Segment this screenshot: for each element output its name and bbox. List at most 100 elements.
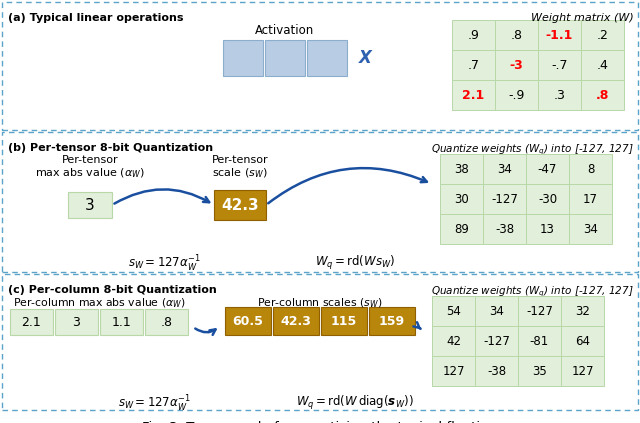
- Bar: [55, 309, 98, 335]
- Bar: [561, 296, 604, 326]
- Bar: [475, 356, 518, 386]
- Text: 64: 64: [575, 335, 590, 348]
- Bar: [452, 80, 495, 110]
- Bar: [432, 296, 475, 326]
- Text: 127: 127: [442, 365, 465, 377]
- Text: 2.1: 2.1: [462, 88, 484, 102]
- Text: Quantize weights ($W_q$) into [-127, 127]: Quantize weights ($W_q$) into [-127, 127…: [431, 285, 634, 299]
- Bar: [307, 40, 347, 76]
- Bar: [495, 20, 538, 50]
- Text: .9: .9: [468, 28, 479, 41]
- Text: 42.3: 42.3: [221, 198, 259, 212]
- Text: Weight matrix (W): Weight matrix (W): [531, 13, 634, 23]
- Bar: [483, 184, 526, 214]
- Bar: [432, 326, 475, 356]
- Bar: [214, 190, 266, 220]
- Text: 115: 115: [331, 314, 357, 327]
- Text: -.7: -.7: [551, 58, 568, 71]
- Bar: [475, 326, 518, 356]
- Text: Quantize weights ($W_q$) into [-127, 127]: Quantize weights ($W_q$) into [-127, 127…: [431, 143, 634, 157]
- Text: 30: 30: [454, 192, 469, 206]
- Bar: [321, 307, 367, 335]
- Text: Per-tensor: Per-tensor: [212, 155, 268, 165]
- Text: 32: 32: [575, 305, 590, 318]
- Bar: [483, 154, 526, 184]
- Text: Activation: Activation: [255, 24, 315, 37]
- Bar: [526, 184, 569, 214]
- Bar: [223, 40, 263, 76]
- Text: -30: -30: [538, 192, 557, 206]
- Text: .8: .8: [161, 316, 173, 329]
- Text: Per-tensor: Per-tensor: [61, 155, 118, 165]
- Bar: [100, 309, 143, 335]
- Bar: [581, 50, 624, 80]
- Text: 3: 3: [72, 316, 81, 329]
- Bar: [518, 326, 561, 356]
- Text: -3: -3: [509, 58, 524, 71]
- Text: 54: 54: [446, 305, 461, 318]
- Text: .2: .2: [596, 28, 609, 41]
- Bar: [432, 356, 475, 386]
- Bar: [561, 356, 604, 386]
- Bar: [483, 214, 526, 244]
- Text: 8: 8: [587, 162, 594, 176]
- Text: max abs value ($\alpha_W$): max abs value ($\alpha_W$): [35, 166, 145, 180]
- Text: Per-column max abs value ($\alpha_W$): Per-column max abs value ($\alpha_W$): [13, 296, 186, 310]
- Text: 42: 42: [446, 335, 461, 348]
- Text: (c) Per-column 8-bit Quantization: (c) Per-column 8-bit Quantization: [8, 285, 217, 295]
- Bar: [538, 80, 581, 110]
- Bar: [225, 307, 271, 335]
- Text: -.9: -.9: [508, 88, 525, 102]
- Text: .7: .7: [467, 58, 479, 71]
- Bar: [440, 154, 483, 184]
- Text: -127: -127: [483, 335, 510, 348]
- Text: Per-column scales ($s_W$): Per-column scales ($s_W$): [257, 296, 383, 310]
- Bar: [538, 20, 581, 50]
- Bar: [495, 80, 538, 110]
- Bar: [2, 132, 638, 272]
- Text: 38: 38: [454, 162, 469, 176]
- Bar: [440, 184, 483, 214]
- Bar: [569, 214, 612, 244]
- Text: 2.1: 2.1: [22, 316, 42, 329]
- Bar: [538, 50, 581, 80]
- Bar: [68, 192, 112, 218]
- Bar: [2, 274, 638, 410]
- Text: 89: 89: [454, 222, 469, 236]
- Bar: [569, 184, 612, 214]
- Text: 42.3: 42.3: [280, 314, 312, 327]
- Bar: [581, 20, 624, 50]
- Text: Fig. 3: Toy example for quantizing the typical floating: Fig. 3: Toy example for quantizing the t…: [143, 421, 497, 423]
- Text: X: X: [358, 49, 371, 67]
- Text: (b) Per-tensor 8-bit Quantization: (b) Per-tensor 8-bit Quantization: [8, 143, 213, 153]
- Bar: [561, 326, 604, 356]
- Text: 17: 17: [583, 192, 598, 206]
- Bar: [10, 309, 53, 335]
- Bar: [475, 296, 518, 326]
- Bar: [452, 50, 495, 80]
- Bar: [518, 296, 561, 326]
- Bar: [452, 20, 495, 50]
- Text: 3: 3: [85, 198, 95, 212]
- Bar: [2, 2, 638, 130]
- Text: 13: 13: [540, 222, 555, 236]
- Text: -127: -127: [526, 305, 553, 318]
- Text: scale ($s_W$): scale ($s_W$): [212, 166, 268, 180]
- Bar: [273, 307, 319, 335]
- Text: 1.1: 1.1: [111, 316, 131, 329]
- Text: -1.1: -1.1: [546, 28, 573, 41]
- Bar: [518, 356, 561, 386]
- Bar: [369, 307, 415, 335]
- Bar: [440, 214, 483, 244]
- Text: $s_W = 127\alpha_W^{-1}$: $s_W = 127\alpha_W^{-1}$: [129, 254, 202, 274]
- Bar: [569, 154, 612, 184]
- Bar: [145, 309, 188, 335]
- Text: 159: 159: [379, 314, 405, 327]
- Text: -81: -81: [530, 335, 549, 348]
- Text: $W_q = \mathrm{rd}(W\,\mathrm{diag}(\boldsymbol{s}_W))$: $W_q = \mathrm{rd}(W\,\mathrm{diag}(\bol…: [296, 394, 414, 412]
- Text: -38: -38: [495, 222, 514, 236]
- Text: -38: -38: [487, 365, 506, 377]
- Text: 60.5: 60.5: [232, 314, 264, 327]
- Text: -47: -47: [538, 162, 557, 176]
- Bar: [526, 154, 569, 184]
